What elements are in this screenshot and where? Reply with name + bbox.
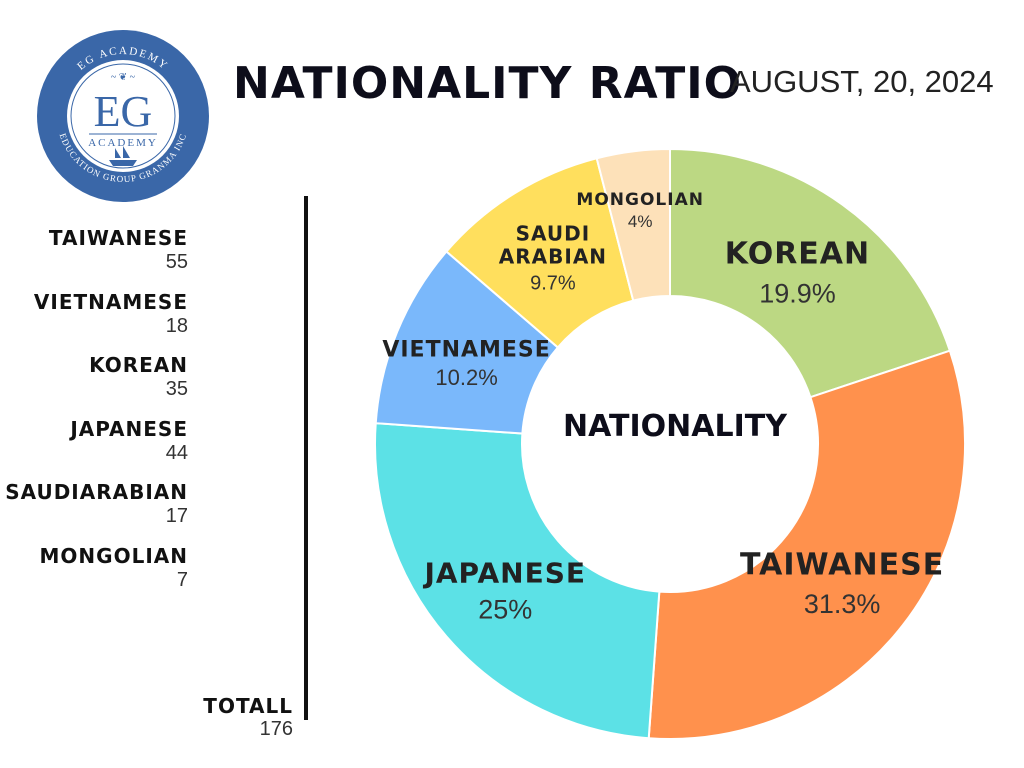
slice-label-vietnamese: VIETNAMESE (382, 337, 550, 362)
total-block: TOTALL 176 (203, 694, 293, 740)
donut-slices (374, 147, 966, 740)
slice-label-korean: KOREAN (725, 237, 870, 272)
report-date: AUGUST, 20, 2024 (730, 64, 994, 99)
slice-label-saudi-arabian: ARABIAN (499, 244, 607, 268)
legend-name: SAUDIARABIAN (5, 480, 188, 504)
legend-item: VIETNAMESE 18 (0, 290, 188, 354)
slice-value-japanese: 25% (478, 595, 532, 625)
slice-japanese (374, 422, 661, 740)
slice-value-vietnamese: 10.2% (435, 365, 497, 390)
slice-label-taiwanese: TAIWANESE (740, 547, 944, 582)
logo-monogram: EG (94, 87, 153, 136)
legend-count: 55 (165, 251, 188, 273)
legend-count: 17 (165, 505, 188, 527)
ship-icon (109, 146, 137, 166)
legend-item: MONGOLIAN 7 (0, 544, 188, 608)
legend-name: VIETNAMESE (33, 289, 188, 314)
vertical-divider (304, 196, 308, 720)
slice-labels: KOREAN 19.9% TAIWANESE 31.3% JAPANESE 25% VIET… (382, 190, 944, 625)
slice-value-mongolian: 4% (628, 212, 653, 231)
logo-inner-disc (67, 60, 179, 172)
total-value: 176 (259, 718, 293, 740)
slice-value-saudi-arabian: 9.7% (530, 272, 576, 294)
legend-count: 44 (165, 441, 188, 464)
legend-item: SAUDIARABIAN 17 (0, 480, 188, 544)
donut-center-label: NATIONALITY (563, 409, 788, 444)
legend-name: MONGOLIAN (39, 543, 188, 568)
page-title: NATIONALITY RATIO (233, 58, 743, 109)
ornament-icon: ~ ❦ ~ (111, 72, 136, 83)
legend-name: TAIWANESE (48, 226, 188, 250)
logo-inner-border (70, 63, 176, 169)
legend-name: JAPANESE (70, 416, 188, 441)
legend-item: TAIWANESE 55 (0, 226, 188, 290)
slice-value-korean: 19.9% (759, 278, 836, 308)
legend-name: KOREAN (89, 353, 188, 377)
legend-item: KOREAN 35 (0, 353, 188, 417)
slice-value-taiwanese: 31.3% (804, 589, 881, 619)
slice-taiwanese (647, 349, 966, 740)
total-label: TOTALL (203, 694, 293, 718)
slice-label-mongolian: MONGOLIAN (576, 190, 704, 210)
legend-count: 18 (165, 314, 188, 337)
slice-label-japanese: JAPANESE (422, 556, 586, 589)
legend-count: 7 (176, 568, 188, 591)
eg-academy-logo: EG ACADEMY EDUCATION GROUP GRANMA INC ~ … (37, 30, 209, 202)
legend-item: JAPANESE 44 (0, 417, 188, 481)
slice-mongolian (595, 147, 671, 302)
nationality-legend: TAIWANESE 55 VIETNAMESE 18 KOREAN 35 JAP… (0, 226, 188, 607)
slice-korean (669, 147, 952, 399)
slice-label-saudi-arabian: SAUDI (516, 221, 591, 245)
logo-subtitle: ACADEMY (88, 137, 158, 149)
legend-count: 35 (165, 378, 188, 400)
